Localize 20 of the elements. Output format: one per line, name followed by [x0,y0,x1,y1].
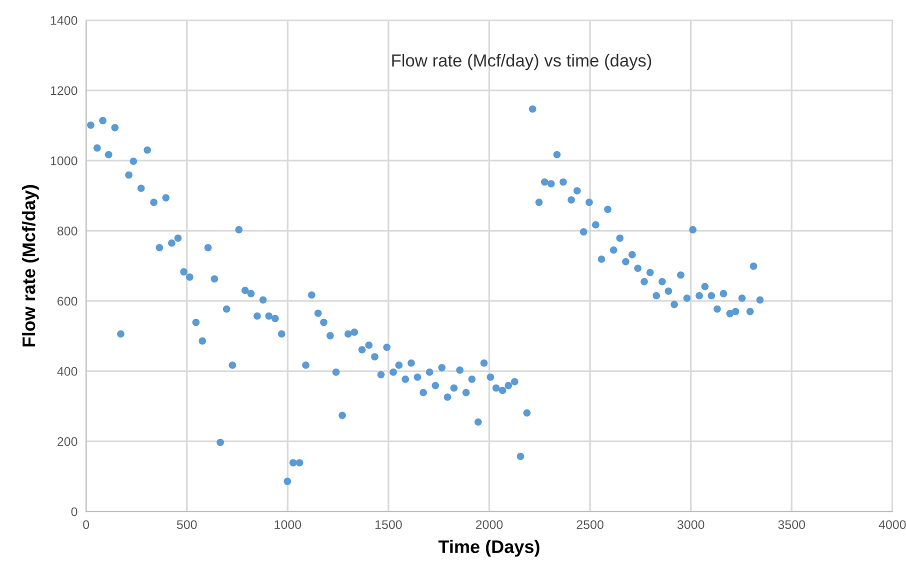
y-tick-label: 200 [58,437,78,446]
x-tick-label: 1500 [376,520,402,530]
y-tick-label: 400 [57,366,78,376]
x-tick-label: 500 [176,520,197,530]
x-tick-label: 1000 [274,520,302,530]
y-tick-label: 1400 [50,16,78,25]
x-tick-label: 0 [83,520,90,530]
text: Flow rate (Mcf/day) vs time (days) [392,54,652,70]
x-tick-label: 3500 [778,520,806,530]
y-tick-label: 0 [71,507,78,516]
x-tick-label: 2500 [576,520,604,530]
x-tick-label: 4000 [878,520,906,530]
y-axis-title: Flow rate (Mcf/day) [22,185,39,346]
x-tick-label: 2000 [476,520,503,530]
x-tick-label: 3000 [677,520,704,530]
y-tick-label: 1000 [50,156,78,166]
y-tick-label: 800 [57,226,78,236]
y-tick-label: 1200 [50,86,78,96]
y-tick-label: 600 [58,296,78,306]
x-axis-title: Time (Days) [438,540,540,557]
